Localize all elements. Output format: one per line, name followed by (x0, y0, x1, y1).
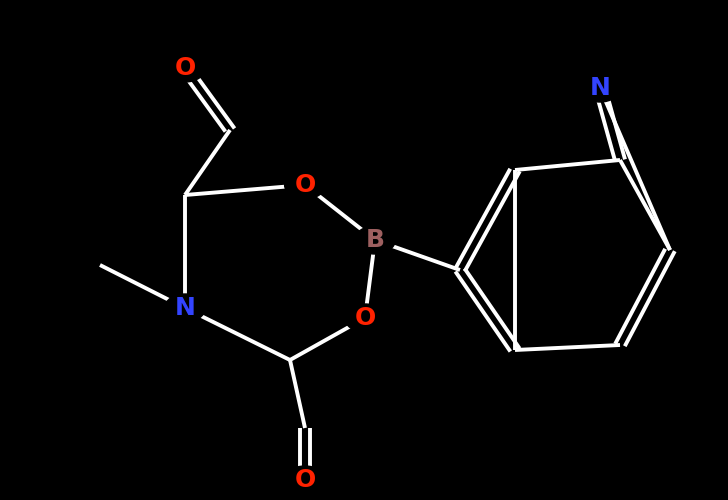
Circle shape (344, 304, 385, 332)
Text: N: N (175, 296, 195, 320)
Text: O: O (294, 468, 316, 492)
Circle shape (355, 226, 395, 254)
Circle shape (285, 466, 325, 494)
Text: O: O (355, 306, 376, 330)
Text: N: N (590, 76, 611, 100)
Circle shape (165, 54, 205, 82)
Circle shape (165, 294, 205, 322)
Circle shape (579, 74, 620, 102)
Text: O: O (294, 173, 316, 197)
Text: B: B (365, 228, 384, 252)
Circle shape (285, 171, 325, 199)
Text: O: O (175, 56, 196, 80)
